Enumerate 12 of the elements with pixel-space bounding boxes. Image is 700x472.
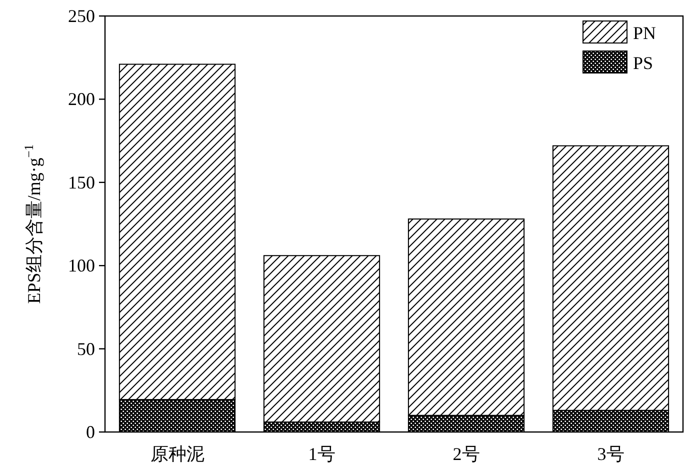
y-tick-label: 200 [68, 89, 95, 110]
x-tick-label: 1号 [308, 444, 336, 464]
y-tick-label: 0 [86, 422, 95, 442]
y-tick-label: 50 [77, 338, 95, 359]
y-tick-label: 250 [68, 6, 95, 26]
x-tick-label: 原种泥 [150, 444, 204, 464]
legend-label: PS [633, 53, 654, 73]
legend-label: PN [633, 23, 656, 43]
x-tick-label: 3号 [597, 444, 624, 464]
y-tick-label: 100 [68, 256, 95, 276]
x-tick-label: 2号 [452, 444, 480, 464]
y-tick-label: 150 [68, 172, 95, 192]
